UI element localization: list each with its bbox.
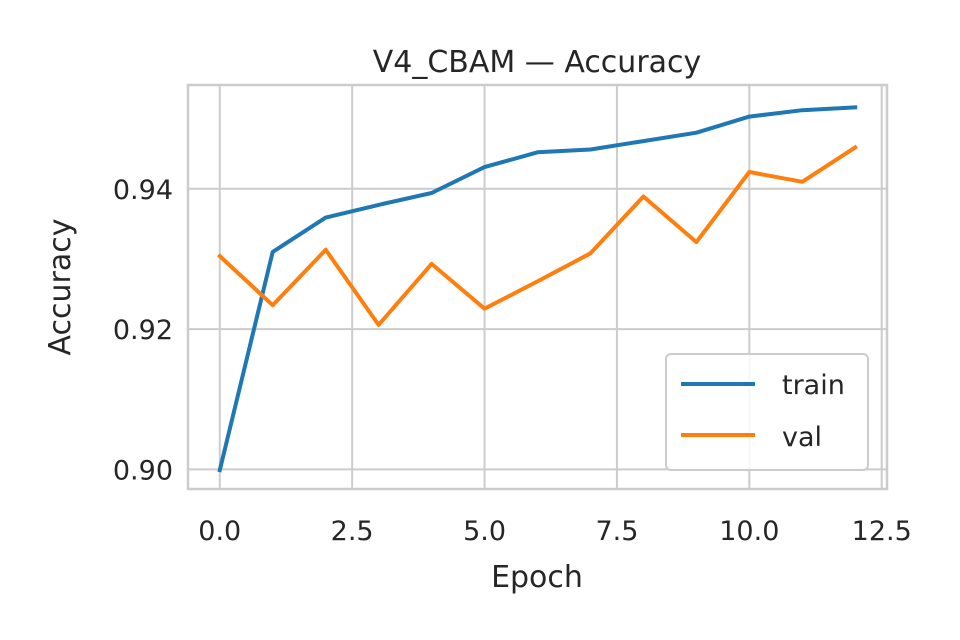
x-tick-label: 5.0 <box>463 516 506 547</box>
y-axis-label: Accuracy <box>43 219 78 356</box>
legend-label-train: train <box>782 370 845 401</box>
x-tick-label: 7.5 <box>595 516 638 547</box>
series-line-train <box>217 105 858 473</box>
grid <box>188 85 887 489</box>
legend-label-val: val <box>782 422 822 453</box>
x-axis-label: Epoch <box>491 560 583 595</box>
x-tick-label: 12.5 <box>852 516 912 547</box>
legend: train val <box>665 353 869 471</box>
x-tick-label: 0.0 <box>198 516 241 547</box>
y-tick-label: 0.90 <box>113 455 173 486</box>
plot-frame <box>186 83 889 491</box>
series-line-val <box>216 144 858 327</box>
tick-labels: 0.0 2.5 5.0 7.5 10.0 12.5 0.90 0.92 0.94 <box>113 175 912 547</box>
y-tick-label: 0.92 <box>113 315 173 346</box>
chart-title: V4_CBAM — Accuracy <box>373 45 702 80</box>
x-tick-label: 2.5 <box>331 516 374 547</box>
series-lines <box>216 105 858 473</box>
y-tick-label: 0.94 <box>113 175 173 206</box>
x-tick-label: 10.0 <box>719 516 779 547</box>
